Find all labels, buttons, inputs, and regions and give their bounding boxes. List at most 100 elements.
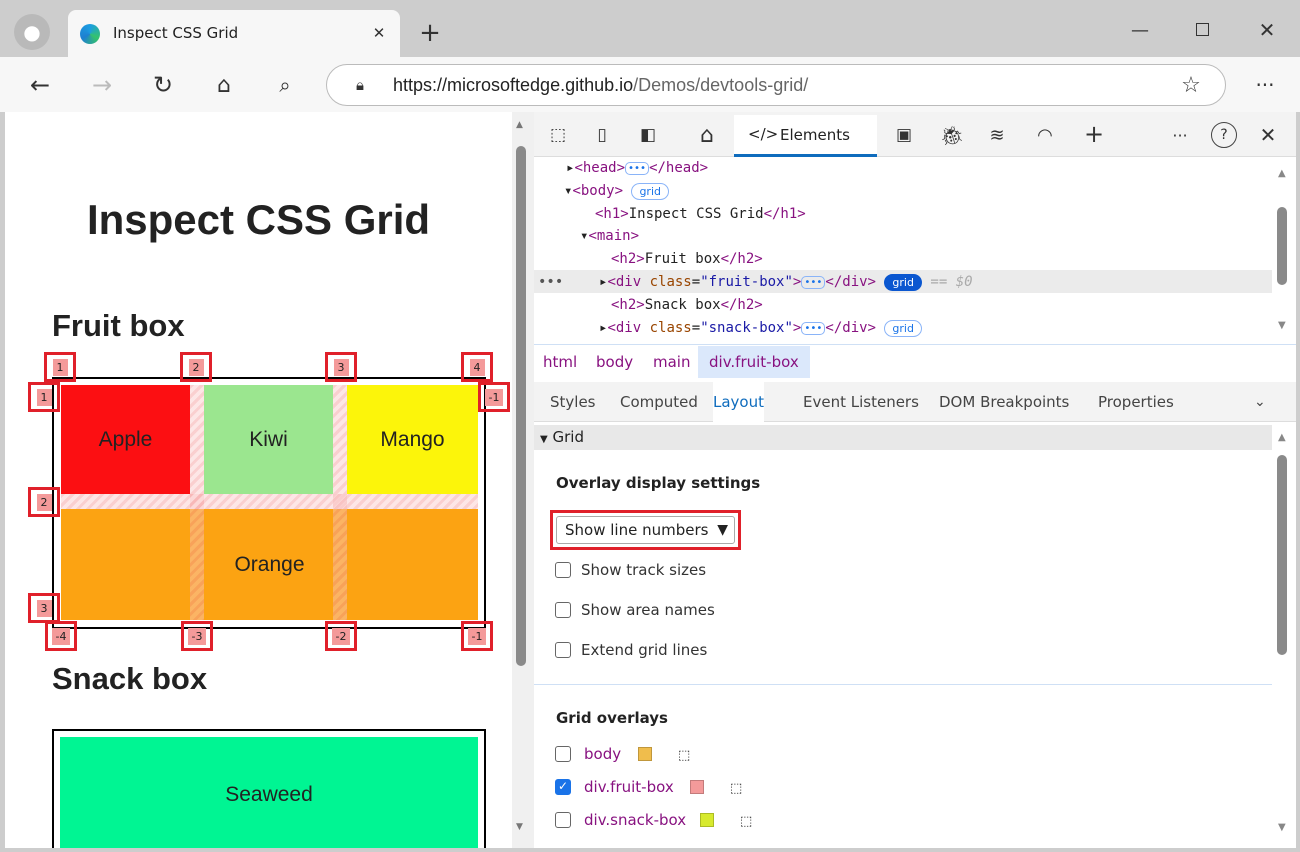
network-wifi-icon[interactable]: ≋ <box>989 124 1005 146</box>
performance-icon[interactable]: ◠ <box>1037 124 1053 146</box>
grid-cell-apple: Apple <box>61 385 190 494</box>
line-number-label: -2 <box>325 621 357 651</box>
page-scrollbar[interactable]: ▲ ▼ <box>512 112 534 848</box>
minimize-icon[interactable]: — <box>1131 19 1149 41</box>
close-devtools-icon[interactable]: ✕ <box>1259 123 1277 147</box>
browser-tab[interactable]: Inspect CSS Grid ✕ <box>68 10 400 57</box>
lock-icon[interactable]: 🔒︎ <box>356 76 364 94</box>
grid-cell-orange: Orange <box>61 509 478 620</box>
row-gap-overlay <box>61 494 478 509</box>
tab-styles[interactable]: Styles <box>550 393 596 411</box>
dom-node-h1[interactable]: <h1>Inspect CSS Grid</h1> <box>595 206 806 222</box>
line-number-label: 4 <box>461 352 493 382</box>
line-number-label: 3 <box>325 352 357 382</box>
tab-properties[interactable]: Properties <box>1098 393 1174 411</box>
overlay-body-color-swatch[interactable] <box>638 747 652 761</box>
overlay-fruit-box-label[interactable]: div.fruit-box <box>584 778 674 796</box>
overlay-snack-box-checkbox[interactable] <box>555 812 571 828</box>
dom-scroll-up[interactable]: ▲ <box>1278 168 1286 179</box>
devtools-panel: ⬚ ▯ ◧ ⌂ </> Elements ▣ 🐞︎ ≋ ◠ + ··· ? ✕ … <box>534 112 1296 848</box>
profile-avatar[interactable]: ● <box>14 14 50 50</box>
tab-layout[interactable]: Layout <box>713 382 764 422</box>
dock-side-icon[interactable]: ◧ <box>639 125 657 145</box>
maximize-icon[interactable] <box>1196 23 1209 36</box>
dom-scrollbar-thumb[interactable] <box>1277 207 1287 285</box>
snack-box-heading: Snack box <box>52 661 208 696</box>
layout-scrollbar-thumb[interactable] <box>1277 455 1287 655</box>
row-actions-icon[interactable]: ••• <box>538 274 564 290</box>
scrollbar-thumb[interactable] <box>516 146 526 666</box>
dom-node-head[interactable]: ▸<head> ••• </head> <box>566 160 709 176</box>
highlight-node-icon[interactable]: ⬚ <box>730 781 743 796</box>
dropdown-arrow-icon: ▼ <box>717 522 728 538</box>
overlay-body-label[interactable]: body <box>584 745 622 763</box>
highlight-node-icon[interactable]: ⬚ <box>678 748 691 763</box>
device-emulation-icon[interactable]: ▯ <box>597 125 607 145</box>
forward-icon[interactable]: → <box>91 71 113 99</box>
customize-more-icon[interactable]: ··· <box>1172 125 1188 145</box>
grid-badge-active[interactable]: grid <box>884 273 922 291</box>
dom-node-snack-box[interactable]: ▸<div class="snack-box"> ••• </div> grid <box>599 317 922 339</box>
grid-badge[interactable]: grid <box>631 182 669 200</box>
overlay-snack-box-color-swatch[interactable] <box>700 813 714 827</box>
code-icon: </> <box>748 125 779 143</box>
show-area-names-checkbox[interactable] <box>555 602 571 618</box>
console-icon[interactable]: ▣ <box>895 125 913 145</box>
highlight-node-icon[interactable]: ⬚ <box>740 814 753 829</box>
dom-node-main[interactable]: ▾<main> <box>580 228 640 244</box>
tab-computed[interactable]: Computed <box>620 393 698 411</box>
show-area-names-label[interactable]: Show area names <box>581 601 715 619</box>
more-tools-plus-icon[interactable]: + <box>1083 120 1105 148</box>
dom-node-fruit-box[interactable]: ▸<div class="fruit-box"> ••• </div> grid =… <box>599 273 973 291</box>
refresh-icon[interactable]: ↻ <box>152 71 174 99</box>
overlay-snack-box-label[interactable]: div.snack-box <box>584 811 687 829</box>
breadcrumb-html[interactable]: html <box>543 353 578 371</box>
grid-cell-seaweed: Seaweed <box>60 737 478 848</box>
dom-node-h2-snack[interactable]: <h2>Snack box</h2> <box>611 297 763 313</box>
search-icon[interactable]: ⌕ <box>279 73 291 97</box>
show-track-sizes-checkbox[interactable] <box>555 562 571 578</box>
close-tab-icon[interactable]: ✕ <box>372 24 386 42</box>
tab-elements[interactable]: </> Elements <box>734 115 877 157</box>
home-icon[interactable]: ⌂ <box>217 72 231 98</box>
url-host: https://microsoftedge.github.io <box>393 75 634 95</box>
fruit-box-heading: Fruit box <box>52 308 185 343</box>
divider <box>534 684 1272 685</box>
address-bar[interactable]: 🔒︎ https://microsoftedge.github.io/Demos… <box>326 64 1226 106</box>
breadcrumb-fruit-box[interactable]: div.fruit-box <box>698 346 810 378</box>
grid-section-header[interactable]: ▼ Grid <box>534 425 1272 450</box>
extend-grid-lines-checkbox[interactable] <box>555 642 571 658</box>
dom-node-body[interactable]: ▾<body> grid <box>564 180 669 202</box>
sources-bug-icon[interactable]: 🐞︎ <box>939 124 965 147</box>
inspect-element-icon[interactable]: ⬚ <box>549 125 567 145</box>
layout-scroll-up[interactable]: ▲ <box>1278 432 1286 443</box>
new-tab-button[interactable]: + <box>419 18 441 48</box>
extend-grid-lines-label[interactable]: Extend grid lines <box>581 641 708 659</box>
line-number-label: 3 <box>28 593 60 623</box>
show-track-sizes-label[interactable]: Show track sizes <box>581 561 707 579</box>
close-window-icon[interactable]: ✕ <box>1258 18 1276 42</box>
grid-overlays-title: Grid overlays <box>556 709 668 727</box>
tab-event-listeners[interactable]: Event Listeners <box>803 393 919 411</box>
overlay-select[interactable]: Show line numbers ▼ <box>556 516 735 544</box>
grid-cell-kiwi: Kiwi <box>204 385 333 494</box>
tab-dom-breakpoints[interactable]: DOM Breakpoints <box>939 393 1070 411</box>
line-number-label: 1 <box>28 382 60 412</box>
back-icon[interactable]: ← <box>29 71 51 99</box>
help-icon[interactable]: ? <box>1211 122 1237 148</box>
grid-badge[interactable]: grid <box>884 319 922 337</box>
layout-scroll-down[interactable]: ▼ <box>1278 822 1286 833</box>
overlay-fruit-box-checkbox[interactable]: ✓ <box>555 779 571 795</box>
more-menu-icon[interactable]: ··· <box>1255 73 1275 97</box>
overlay-fruit-box-color-swatch[interactable] <box>690 780 704 794</box>
breadcrumb-body[interactable]: body <box>596 353 634 371</box>
welcome-home-icon[interactable]: ⌂ <box>700 122 714 148</box>
overlay-body-checkbox[interactable] <box>555 746 571 762</box>
dom-node-h2-fruit[interactable]: <h2>Fruit box</h2> <box>611 251 763 267</box>
tab-title: Inspect CSS Grid <box>113 24 239 42</box>
fruit-box <box>52 377 486 629</box>
chevron-down-icon[interactable]: ⌄ <box>1254 394 1266 410</box>
breadcrumb-main[interactable]: main <box>653 353 691 371</box>
dom-scroll-down[interactable]: ▼ <box>1278 320 1286 331</box>
favorite-star-icon[interactable]: ☆ <box>1181 72 1201 98</box>
